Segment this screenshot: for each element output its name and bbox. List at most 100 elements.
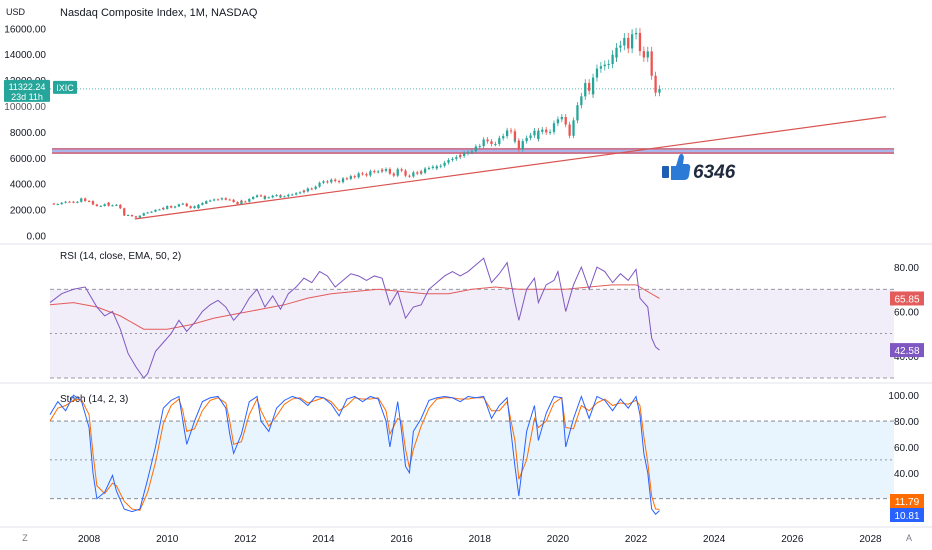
- candle[interactable]: [232, 199, 235, 203]
- candle[interactable]: [650, 51, 653, 76]
- candle[interactable]: [466, 152, 470, 154]
- candle[interactable]: [627, 37, 630, 49]
- candle[interactable]: [91, 201, 95, 205]
- candle[interactable]: [470, 151, 474, 153]
- candle[interactable]: [388, 169, 392, 174]
- candle[interactable]: [267, 197, 270, 199]
- candle[interactable]: [330, 179, 333, 183]
- candle[interactable]: [322, 181, 325, 183]
- candle[interactable]: [130, 215, 134, 217]
- candle[interactable]: [423, 168, 427, 173]
- candle[interactable]: [244, 201, 247, 203]
- candle[interactable]: [595, 68, 599, 78]
- candle[interactable]: [283, 196, 286, 198]
- candle[interactable]: [365, 174, 368, 176]
- candle[interactable]: [646, 51, 649, 58]
- support-zone[interactable]: [52, 147, 894, 155]
- candle[interactable]: [197, 204, 200, 209]
- candle[interactable]: [611, 54, 614, 64]
- candle[interactable]: [224, 198, 227, 200]
- candle[interactable]: [240, 200, 243, 202]
- candle[interactable]: [154, 209, 157, 212]
- candle[interactable]: [408, 175, 411, 177]
- candle[interactable]: [615, 47, 618, 58]
- candle[interactable]: [482, 139, 485, 147]
- candle[interactable]: [416, 172, 419, 174]
- candle[interactable]: [658, 88, 661, 93]
- candle[interactable]: [634, 32, 638, 35]
- candle[interactable]: [345, 178, 349, 180]
- candle[interactable]: [60, 202, 63, 205]
- candle[interactable]: [439, 165, 442, 167]
- candle[interactable]: [474, 146, 477, 149]
- symbol-tag[interactable]: [53, 80, 77, 94]
- candle[interactable]: [490, 141, 493, 145]
- candle[interactable]: [177, 204, 181, 207]
- candle[interactable]: [392, 173, 395, 176]
- candle[interactable]: [552, 123, 556, 129]
- rsi-line[interactable]: [49, 257, 660, 379]
- candle[interactable]: [201, 202, 204, 205]
- candle[interactable]: [236, 202, 239, 205]
- candle[interactable]: [142, 213, 145, 216]
- candle[interactable]: [361, 173, 364, 175]
- candle[interactable]: [275, 195, 278, 197]
- candle[interactable]: [341, 178, 345, 181]
- candle[interactable]: [103, 204, 106, 206]
- candle[interactable]: [306, 188, 309, 192]
- candle[interactable]: [427, 167, 431, 169]
- candle[interactable]: [513, 131, 517, 141]
- candle[interactable]: [326, 181, 329, 183]
- candle[interactable]: [123, 213, 126, 216]
- candle[interactable]: [513, 140, 517, 142]
- candle[interactable]: [302, 190, 306, 192]
- candle[interactable]: [72, 201, 75, 203]
- candle[interactable]: [318, 182, 321, 185]
- last-price-tag[interactable]: [4, 79, 50, 102]
- candle[interactable]: [412, 172, 415, 177]
- candle[interactable]: [216, 199, 220, 201]
- candle[interactable]: [396, 169, 399, 171]
- candle[interactable]: [584, 83, 587, 97]
- candle[interactable]: [631, 34, 634, 49]
- candle[interactable]: [396, 170, 399, 176]
- candle[interactable]: [252, 197, 255, 199]
- candle[interactable]: [384, 169, 388, 171]
- candle[interactable]: [205, 201, 208, 204]
- candle[interactable]: [68, 201, 71, 203]
- candle[interactable]: [349, 176, 352, 179]
- auto-scale-icon[interactable]: A: [906, 533, 912, 543]
- candle[interactable]: [76, 201, 79, 203]
- candle[interactable]: [357, 173, 360, 176]
- candle[interactable]: [505, 130, 509, 137]
- candle[interactable]: [119, 204, 122, 209]
- candle[interactable]: [478, 146, 481, 148]
- candle[interactable]: [498, 139, 501, 144]
- candle[interactable]: [431, 166, 435, 168]
- candle[interactable]: [353, 176, 356, 178]
- candle[interactable]: [642, 51, 645, 58]
- candle[interactable]: [603, 64, 606, 67]
- candle[interactable]: [631, 34, 634, 36]
- candle[interactable]: [220, 198, 224, 200]
- candle[interactable]: [298, 192, 302, 194]
- candle[interactable]: [638, 32, 642, 52]
- candle[interactable]: [115, 204, 118, 206]
- candle[interactable]: [255, 195, 259, 198]
- candle[interactable]: [537, 131, 540, 139]
- candle[interactable]: [111, 205, 114, 207]
- candle[interactable]: [314, 186, 317, 189]
- candle[interactable]: [545, 129, 548, 133]
- candle[interactable]: [287, 194, 290, 197]
- candle[interactable]: [87, 200, 91, 202]
- stoch-k-line[interactable]: [49, 394, 660, 515]
- candle[interactable]: [576, 112, 579, 121]
- candle[interactable]: [80, 198, 83, 201]
- candle[interactable]: [435, 166, 438, 169]
- candle[interactable]: [259, 195, 263, 197]
- candle[interactable]: [509, 130, 513, 132]
- candle[interactable]: [517, 140, 520, 150]
- candle[interactable]: [420, 171, 423, 173]
- candle[interactable]: [56, 204, 59, 206]
